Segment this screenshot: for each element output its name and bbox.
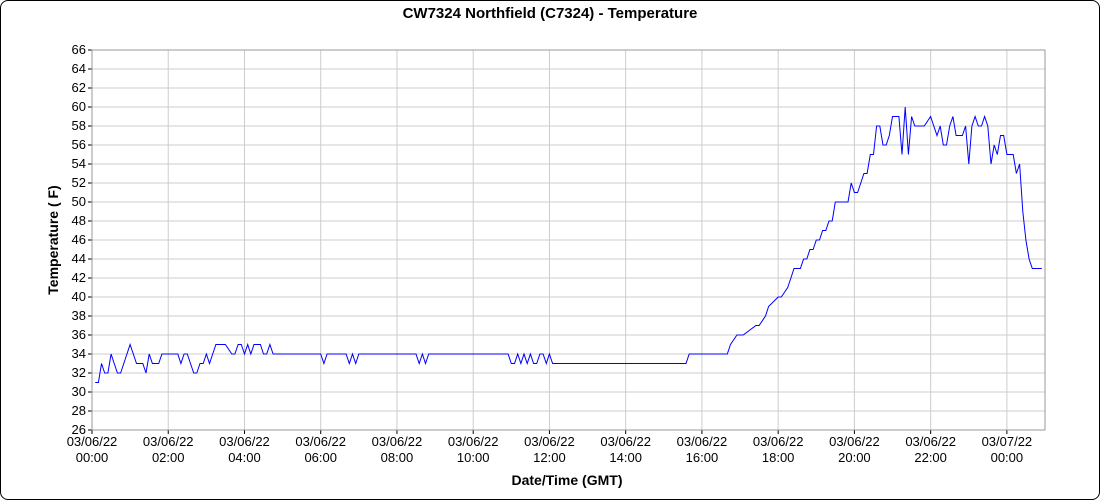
x-tick-label-date: 03/06/22: [829, 434, 880, 449]
y-tick-label: 54: [72, 156, 86, 171]
y-tick-label: 50: [72, 194, 86, 209]
x-tick-label-date: 03/06/22: [524, 434, 575, 449]
chart-title: CW7324 Northfield (C7324) - Temperature: [403, 5, 698, 22]
x-tick-label-time: 20:00: [838, 450, 871, 465]
y-tick-label: 64: [72, 61, 86, 76]
y-tick-label: 42: [72, 270, 86, 285]
y-tick-label: 56: [72, 137, 86, 152]
temperature-series-line: [95, 106, 1042, 383]
y-tick-label: 34: [72, 346, 86, 361]
y-tick-label: 40: [72, 289, 86, 304]
x-tick-label-time: 04:00: [228, 450, 261, 465]
y-tick-label: 48: [72, 213, 86, 228]
x-tick-label-date: 03/06/22: [372, 434, 423, 449]
plot-area-border: [91, 49, 1046, 431]
x-axis-ticks: 03/06/2200:0003/06/2202:0003/06/2204:000…: [67, 430, 1032, 465]
y-axis-title: Temperature ( F): [45, 185, 61, 294]
x-tick-label-date: 03/06/22: [448, 434, 499, 449]
x-tick-label-time: 06:00: [304, 450, 337, 465]
x-tick-label-time: 14:00: [609, 450, 642, 465]
x-tick-label-time: 00:00: [991, 450, 1024, 465]
y-tick-label: 44: [72, 251, 86, 266]
x-tick-label-time: 18:00: [762, 450, 795, 465]
x-tick-label-time: 22:00: [914, 450, 947, 465]
y-tick-label: 36: [72, 327, 86, 342]
x-tick-label-date: 03/06/22: [677, 434, 728, 449]
y-tick-label: 28: [72, 403, 86, 418]
y-tick-label: 32: [72, 365, 86, 380]
y-tick-label: 30: [72, 384, 86, 399]
x-tick-label-date: 03/06/22: [143, 434, 194, 449]
x-tick-label-time: 16:00: [686, 450, 719, 465]
x-tick-label-date: 03/06/22: [219, 434, 270, 449]
x-tick-label-time: 10:00: [457, 450, 490, 465]
x-tick-label-time: 12:00: [533, 450, 566, 465]
x-tick-label-date: 03/06/22: [67, 434, 118, 449]
x-tick-label-time: 00:00: [76, 450, 109, 465]
x-tick-label-time: 02:00: [152, 450, 185, 465]
y-axis-ticks: 26 28 30 32 34 36 38 40 42 44 46 48 50 52 54 56 58 60 62 64…: [72, 42, 92, 437]
x-tick-label-date: 03/06/22: [600, 434, 651, 449]
y-tick-label: 38: [72, 308, 86, 323]
grid-lines: [91, 49, 1045, 431]
y-tick-label: 52: [72, 175, 86, 190]
x-tick-label-date: 03/06/22: [905, 434, 956, 449]
x-tick-label-date: 03/06/22: [295, 434, 346, 449]
x-tick-label-time: 08:00: [381, 450, 414, 465]
x-axis-title: Date/Time (GMT): [512, 472, 623, 488]
y-tick-label: 62: [72, 80, 86, 95]
y-tick-label: 60: [72, 99, 86, 114]
x-tick-label-date: 03/07/22: [982, 434, 1033, 449]
series-layer: [95, 106, 1042, 383]
y-tick-label: 66: [72, 42, 86, 57]
x-tick-label-date: 03/06/22: [753, 434, 804, 449]
y-tick-label: 26: [72, 422, 86, 437]
y-tick-label: 58: [72, 118, 86, 133]
y-tick-label: 46: [72, 232, 86, 247]
